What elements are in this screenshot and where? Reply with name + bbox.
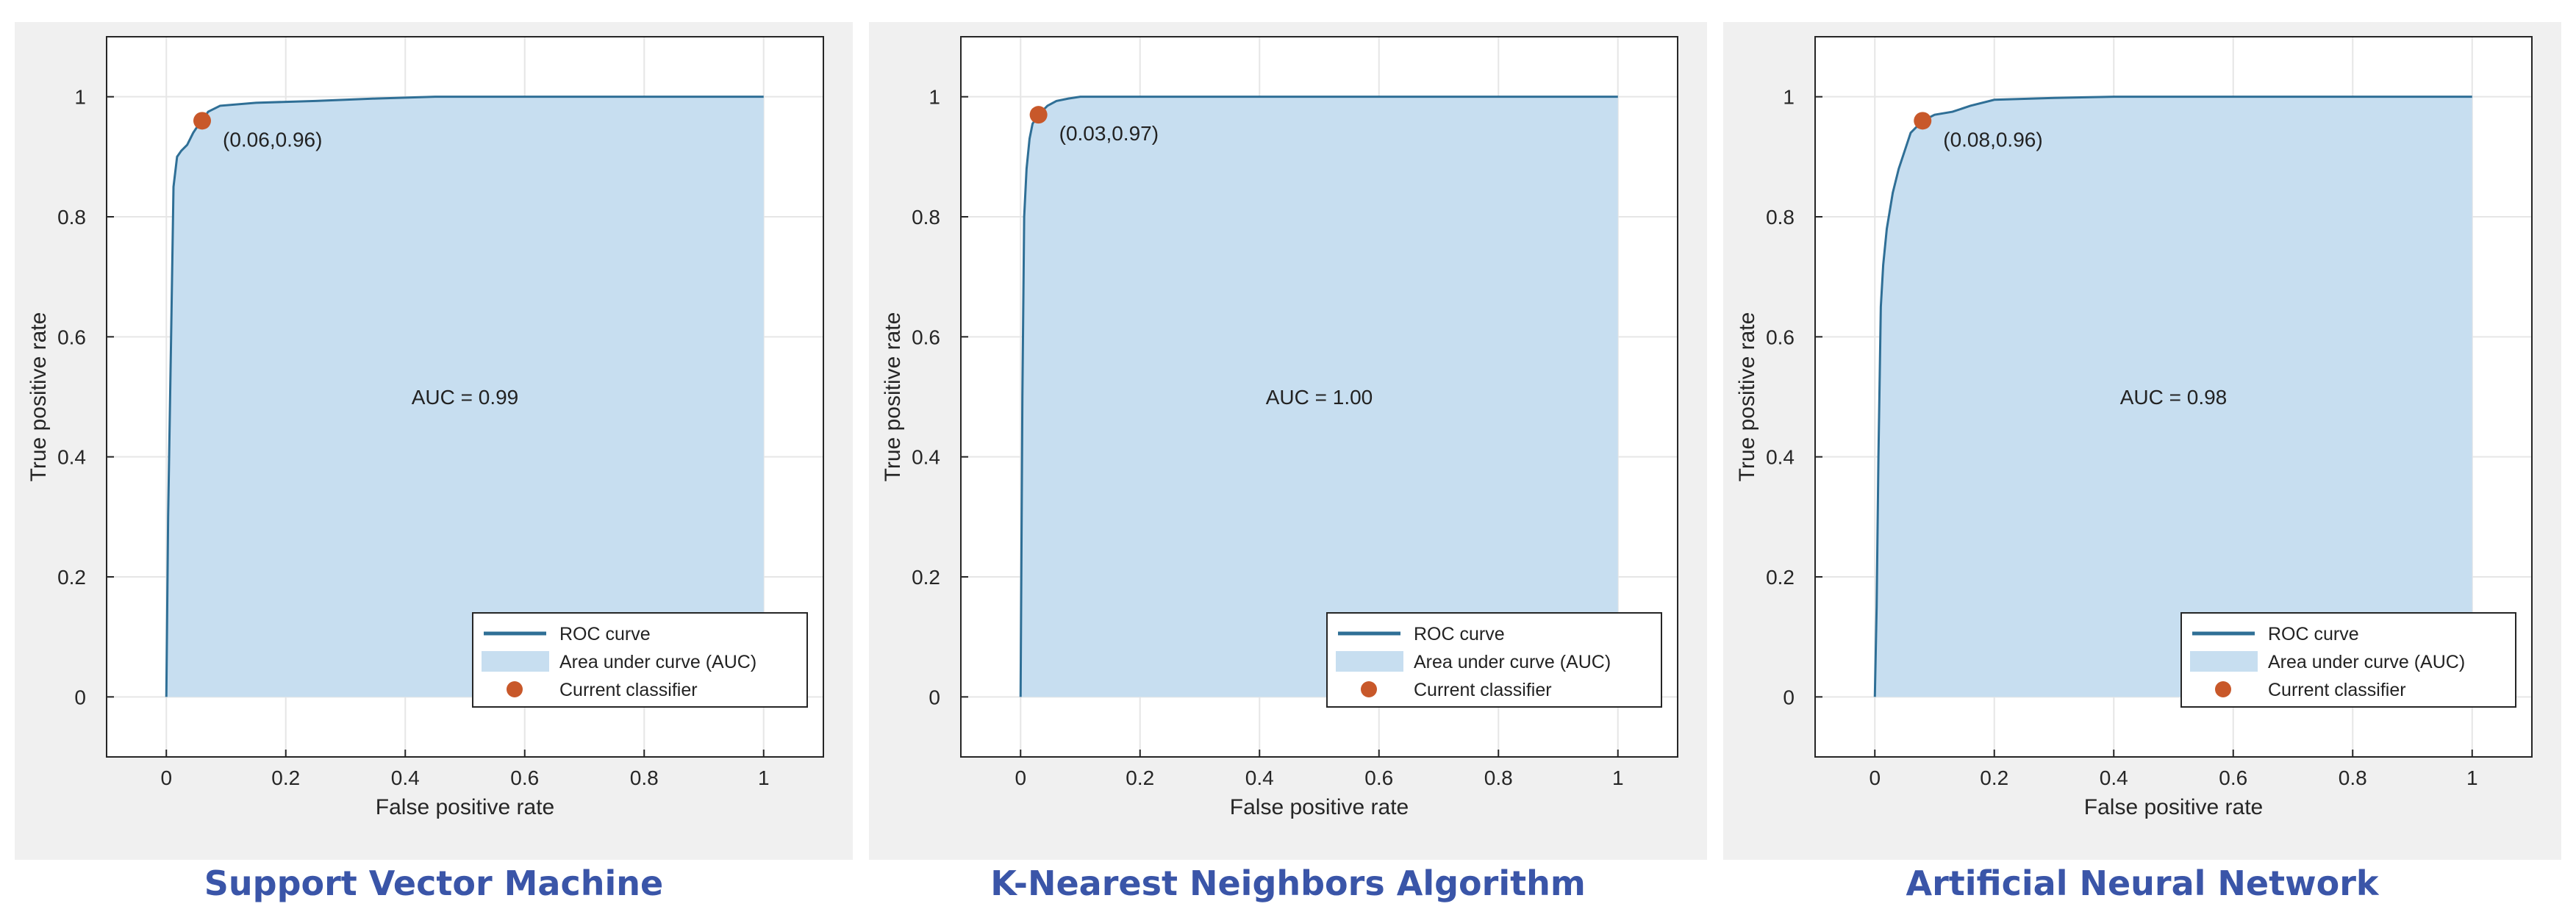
legend-entry-label: ROC curve (2268, 624, 2359, 644)
legend-entry-label: Current classifier (559, 680, 698, 700)
y-tick-label: 0.6 (57, 326, 86, 348)
legend-entry-label: ROC curve (1414, 624, 1505, 644)
y-axis-label: True positive rate (881, 312, 905, 482)
y-tick-label: 0.8 (1766, 206, 1795, 229)
caption-svm: Support Vector Machine (204, 863, 664, 903)
y-tick-label: 0.8 (57, 206, 86, 229)
x-tick-label: 1 (758, 766, 770, 789)
x-tick-label: 0.2 (271, 766, 300, 789)
x-axis-label: False positive rate (376, 795, 554, 819)
current-classifier-point (1029, 106, 1048, 124)
legend-marker-swatch (1361, 681, 1377, 697)
y-tick-label: 0.4 (57, 446, 86, 469)
roc-panel-knn: (0.03,0.97) AUC = 1.00 0 0.2 0.4 0.6 0.8 1 0 0.2 0… (869, 0, 1707, 923)
axes-frame (106, 36, 824, 758)
x-tick-label: 0.2 (1980, 766, 2008, 789)
x-tick-label: 0 (160, 766, 172, 789)
y-tick-label: 0.8 (912, 206, 940, 229)
y-tick-label: 0 (74, 686, 86, 708)
x-tick-label: 0.6 (1364, 766, 1393, 789)
legend-entry-label: Area under curve (AUC) (2268, 652, 2465, 672)
x-tick-label: 0.8 (1484, 766, 1513, 789)
point-label: (0.06,0.96) (223, 128, 322, 151)
y-tick-label: 1 (74, 86, 86, 109)
legend-auc-swatch (1336, 651, 1403, 672)
legend-auc-swatch (482, 651, 549, 672)
x-tick-label: 0.4 (1245, 766, 1274, 789)
y-tick-label: 0.2 (57, 566, 86, 589)
legend: ROC curve Area under curve (AUC) Current c… (2180, 612, 2516, 708)
y-tick-label: 1 (929, 86, 940, 109)
legend: ROC curve Area under curve (AUC) Current c… (472, 612, 808, 708)
auc-label: AUC = 0.99 (412, 386, 519, 409)
y-tick-label: 1 (1783, 86, 1795, 109)
y-tick-label: 0 (1783, 686, 1795, 708)
x-tick-label: 0 (1869, 766, 1881, 789)
y-tick-label: 0.4 (912, 446, 940, 469)
y-tick-label: 0.6 (1766, 326, 1795, 348)
point-label: (0.08,0.96) (1943, 128, 2042, 151)
y-tick-label: 0.2 (912, 566, 940, 589)
auc-area (1020, 96, 1618, 697)
x-tick-label: 1 (1612, 766, 1624, 789)
auc-area (1875, 96, 2472, 697)
point-label: (0.03,0.97) (1059, 122, 1159, 145)
roc-panel-ann: (0.08,0.96) AUC = 0.98 0 0.2 0.4 0.6 0.8 1 0 0.2 0… (1723, 0, 2561, 923)
legend-entry-label: ROC curve (559, 624, 651, 644)
legend-entry-label: Area under curve (AUC) (559, 652, 756, 672)
auc-area (166, 96, 764, 697)
legend: ROC curve Area under curve (AUC) Current c… (1326, 612, 1662, 708)
x-tick-label: 0.4 (391, 766, 420, 789)
legend-entry-label: Current classifier (1414, 680, 1552, 700)
x-tick-label: 0.8 (2339, 766, 2367, 789)
caption-knn: K-Nearest Neighbors Algorithm (990, 863, 1586, 903)
y-tick-label: 0.4 (1766, 446, 1795, 469)
y-axis-label: True positive rate (26, 312, 51, 482)
roc-panel-svm: (0.06,0.96) AUC = 0.99 0 0.2 0.4 0.6 0.8 1 0 0.2 0… (15, 0, 853, 923)
legend-marker-swatch (507, 681, 523, 697)
x-axis-label: False positive rate (1230, 795, 1409, 819)
roc-chart-svm: (0.06,0.96) AUC = 0.99 0 0.2 0.4 0.6 0.8 1 0 0.2 0… (15, 22, 853, 860)
auc-label: AUC = 1.00 (1266, 386, 1373, 409)
legend-auc-swatch (2190, 651, 2258, 672)
x-tick-label: 0.4 (2100, 766, 2128, 789)
y-tick-label: 0.2 (1766, 566, 1795, 589)
y-tick-label: 0.6 (912, 326, 940, 348)
legend-entry-label: Area under curve (AUC) (1414, 652, 1611, 672)
axes-frame (1814, 36, 2533, 758)
y-tick-label: 0 (929, 686, 940, 708)
x-tick-label: 1 (2466, 766, 2478, 789)
legend-marker-swatch (2215, 681, 2231, 697)
legend-entry-label: Current classifier (2268, 680, 2406, 700)
roc-chart-ann: (0.08,0.96) AUC = 0.98 0 0.2 0.4 0.6 0.8 1 0 0.2 0… (1723, 22, 2561, 860)
current-classifier-point (1914, 112, 1932, 130)
x-tick-label: 0 (1015, 766, 1026, 789)
auc-label: AUC = 0.98 (2120, 386, 2228, 409)
y-axis-label: True positive rate (1735, 312, 1759, 482)
x-tick-label: 0.6 (510, 766, 539, 789)
x-tick-label: 0.6 (2219, 766, 2247, 789)
axes-frame (960, 36, 1678, 758)
roc-curve-line (1019, 96, 1618, 697)
x-axis-label: False positive rate (2084, 795, 2263, 819)
roc-chart-knn: (0.03,0.97) AUC = 1.00 0 0.2 0.4 0.6 0.8 1 0 0.2 0… (869, 22, 1707, 860)
x-tick-label: 0.8 (630, 766, 659, 789)
caption-ann: Artificial Neural Network (1906, 863, 2379, 903)
current-classifier-point (193, 112, 211, 130)
x-tick-label: 0.2 (1126, 766, 1154, 789)
